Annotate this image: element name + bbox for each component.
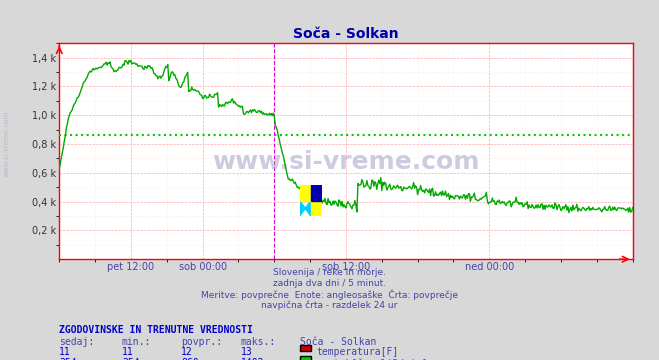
Polygon shape bbox=[300, 185, 311, 201]
Text: Soča - Solkan: Soča - Solkan bbox=[300, 337, 376, 347]
Text: 354: 354 bbox=[122, 358, 140, 360]
Text: min.:: min.: bbox=[122, 337, 152, 347]
Text: sedaj:: sedaj: bbox=[59, 337, 94, 347]
Text: 1402: 1402 bbox=[241, 358, 264, 360]
Text: Slovenija / reke in morje.: Slovenija / reke in morje. bbox=[273, 268, 386, 277]
Text: zadnja dva dni / 5 minut.: zadnja dva dni / 5 minut. bbox=[273, 279, 386, 288]
Polygon shape bbox=[311, 185, 322, 201]
Text: 354: 354 bbox=[59, 358, 77, 360]
Title: Soča - Solkan: Soča - Solkan bbox=[293, 27, 399, 41]
Polygon shape bbox=[300, 201, 311, 216]
Polygon shape bbox=[311, 201, 322, 216]
Text: www.si-vreme.com: www.si-vreme.com bbox=[3, 111, 9, 177]
Text: 12: 12 bbox=[181, 347, 193, 357]
Text: navpična črta - razdelek 24 ur: navpična črta - razdelek 24 ur bbox=[262, 301, 397, 310]
Text: 13: 13 bbox=[241, 347, 252, 357]
Text: 860: 860 bbox=[181, 358, 199, 360]
Text: 11: 11 bbox=[59, 347, 71, 357]
Polygon shape bbox=[311, 185, 322, 201]
Text: www.si-vreme.com: www.si-vreme.com bbox=[212, 150, 480, 174]
Text: ZGODOVINSKE IN TRENUTNE VREDNOSTI: ZGODOVINSKE IN TRENUTNE VREDNOSTI bbox=[59, 325, 253, 335]
Text: 11: 11 bbox=[122, 347, 134, 357]
Polygon shape bbox=[300, 185, 311, 201]
Text: pretok[čevelj3/min]: pretok[čevelj3/min] bbox=[316, 358, 428, 360]
Text: maks.:: maks.: bbox=[241, 337, 275, 347]
Text: temperatura[F]: temperatura[F] bbox=[316, 347, 399, 357]
Text: Meritve: povprečne  Enote: angleosaške  Črta: povprečje: Meritve: povprečne Enote: angleosaške Čr… bbox=[201, 290, 458, 300]
Text: povpr.:: povpr.: bbox=[181, 337, 222, 347]
